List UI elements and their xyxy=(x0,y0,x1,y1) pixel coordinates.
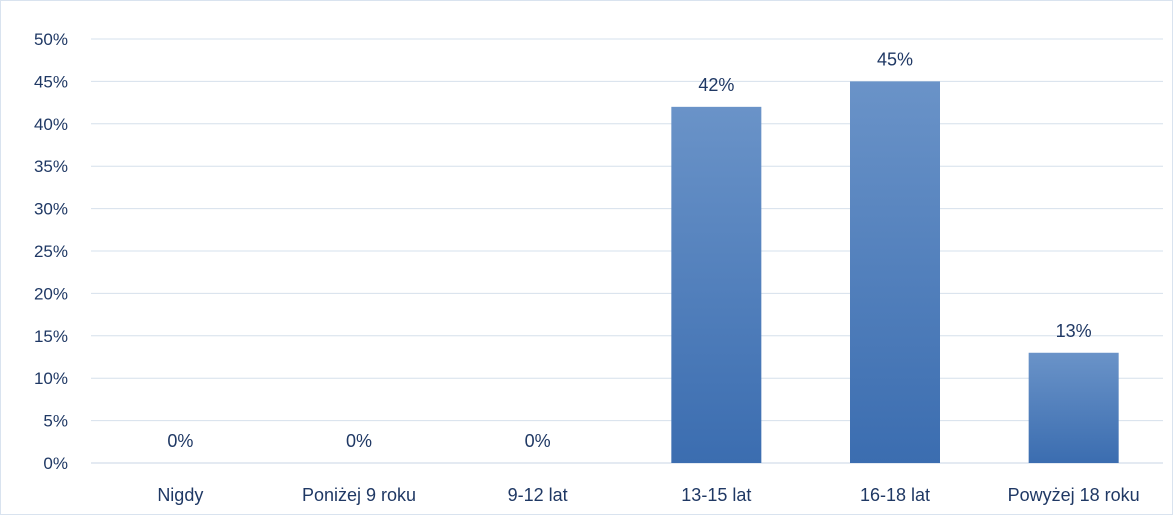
bar xyxy=(850,81,940,464)
y-tick-label: 15% xyxy=(34,327,68,346)
data-label: 13% xyxy=(1056,321,1092,341)
x-category-label: 16-18 lat xyxy=(860,485,930,505)
bars xyxy=(671,81,1119,464)
x-category-label: Powyżej 18 roku xyxy=(1008,485,1140,505)
gridlines xyxy=(91,38,1163,464)
y-axis-ticks: 0% 5% 10% 15% 20% 25% 30% 35% 40% 45% 50% xyxy=(34,30,68,473)
bar xyxy=(671,106,762,463)
y-tick-label: 30% xyxy=(34,200,68,219)
x-axis-categories: Nigdy Poniżej 9 roku 9-12 lat 13-15 lat 16-1… xyxy=(157,485,1139,505)
data-label: 0% xyxy=(525,431,551,451)
x-category-label: 13-15 lat xyxy=(681,485,751,505)
y-tick-label: 0% xyxy=(43,454,68,473)
data-labels: 0% 0% 0% 42% 45% 13% xyxy=(167,49,1091,451)
x-category-label: Poniżej 9 roku xyxy=(302,485,416,505)
y-tick-label: 50% xyxy=(34,30,68,49)
x-category-label: Nigdy xyxy=(157,485,203,505)
bar xyxy=(1028,352,1119,463)
y-tick-label: 20% xyxy=(34,284,68,303)
x-category-label: 9-12 lat xyxy=(508,485,568,505)
data-label: 0% xyxy=(346,431,372,451)
data-label: 42% xyxy=(698,75,734,95)
y-tick-label: 35% xyxy=(34,157,68,176)
y-tick-label: 10% xyxy=(34,369,68,388)
data-label: 45% xyxy=(877,49,913,69)
y-tick-label: 45% xyxy=(34,72,68,91)
y-tick-label: 40% xyxy=(34,115,68,134)
y-tick-label: 25% xyxy=(34,242,68,261)
y-tick-label: 5% xyxy=(43,412,68,431)
data-label: 0% xyxy=(167,431,193,451)
